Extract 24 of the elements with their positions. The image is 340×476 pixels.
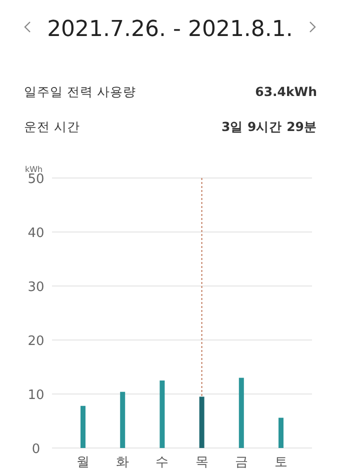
bar: [278, 418, 284, 448]
y-tick-label: 30: [28, 280, 44, 295]
x-tick-label: 목: [195, 455, 208, 470]
x-tick-label: 금: [234, 455, 248, 470]
y-tick-label: 20: [28, 334, 44, 349]
x-tick-label: 월: [76, 455, 90, 470]
text: 63.4kWh: [255, 84, 317, 99]
x-tick-label: 수: [156, 455, 169, 470]
bar: [80, 406, 86, 448]
text: 일주일 전력 사용량: [24, 84, 136, 99]
bar: [160, 380, 165, 448]
bar: [199, 396, 204, 448]
bar: [120, 392, 126, 448]
y-tick-label: 10: [28, 388, 44, 403]
x-tick-label: 화: [116, 455, 130, 470]
y-tick-label: 0: [32, 442, 40, 457]
y-axis-title: kWh: [25, 165, 43, 174]
text: 3일 9시간 29분: [222, 119, 317, 134]
y-tick-label: 50: [28, 172, 44, 187]
text: 운전 시간: [24, 119, 80, 134]
y-tick-label: 40: [28, 226, 44, 241]
x-tick-label: 토: [274, 455, 288, 470]
bar: [238, 378, 244, 448]
chart-title: 2021.7.26. - 2021.8.1.: [47, 17, 293, 42]
